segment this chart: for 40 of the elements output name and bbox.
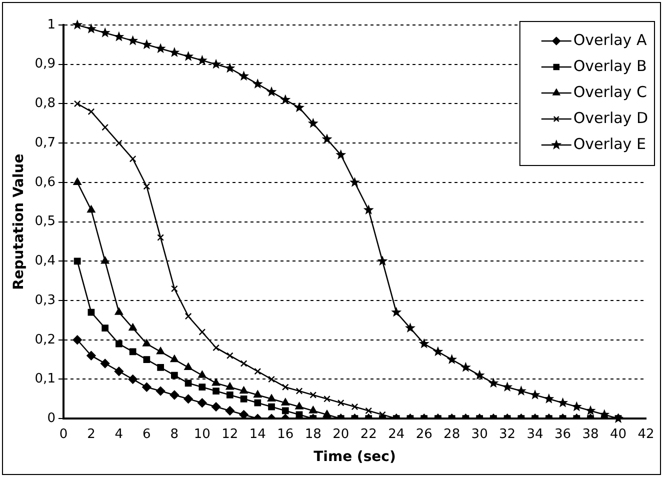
x-tick-label: 30 — [471, 426, 488, 442]
y-tick-label: 0,9 — [34, 56, 56, 72]
legend-label: Overlay D — [573, 108, 648, 127]
y-tick-label: 0,1 — [34, 372, 56, 387]
x-tick-label: 0 — [59, 426, 68, 442]
x-tick-label: 40 — [610, 426, 627, 442]
x-tick-label: 14 — [249, 426, 266, 442]
x-tick-label: 4 — [114, 426, 124, 442]
x-tick-label: 32 — [499, 426, 516, 442]
y-tick-label: 0,6 — [34, 174, 56, 190]
legend-label: Overlay E — [573, 134, 646, 153]
x-tick-label: 16 — [277, 426, 294, 442]
x-tick-label: 20 — [332, 426, 350, 442]
x-axis-title: Time (sec) — [314, 449, 396, 466]
x-tick-label: 36 — [554, 426, 572, 442]
y-tick-label: 0,7 — [34, 135, 56, 150]
x-tick-label: 12 — [222, 426, 238, 442]
y-axis-title: Reputation Value — [11, 154, 28, 290]
x-tick-label: 42 — [638, 426, 654, 442]
legend-label: Overlay B — [573, 56, 647, 75]
legend-label: Overlay A — [573, 30, 648, 49]
x-tick-label: 2 — [87, 426, 96, 442]
x-tick-label: 34 — [526, 426, 544, 442]
y-tick-label: 0,3 — [34, 292, 56, 308]
x-tick-label: 18 — [304, 426, 322, 442]
y-tick-label: 0,2 — [34, 332, 56, 348]
legend-label: Overlay C — [573, 82, 647, 101]
y-tick-label: 0,5 — [34, 214, 56, 230]
x-tick-label: 6 — [142, 426, 151, 442]
x-tick-label: 22 — [360, 426, 377, 442]
x-tick-label: 24 — [388, 426, 405, 442]
y-tick-label: 0,4 — [34, 254, 56, 269]
y-tick-label: 0 — [47, 410, 56, 426]
x-tick-label: 10 — [194, 426, 210, 442]
x-tick-label: 26 — [416, 426, 432, 442]
x-tick-label: 38 — [582, 426, 599, 442]
y-tick-label: 1 — [47, 17, 56, 32]
y-tick-label: 0,8 — [34, 96, 56, 112]
x-tick-label: 28 — [444, 426, 460, 442]
x-tick-label: 8 — [170, 426, 179, 442]
